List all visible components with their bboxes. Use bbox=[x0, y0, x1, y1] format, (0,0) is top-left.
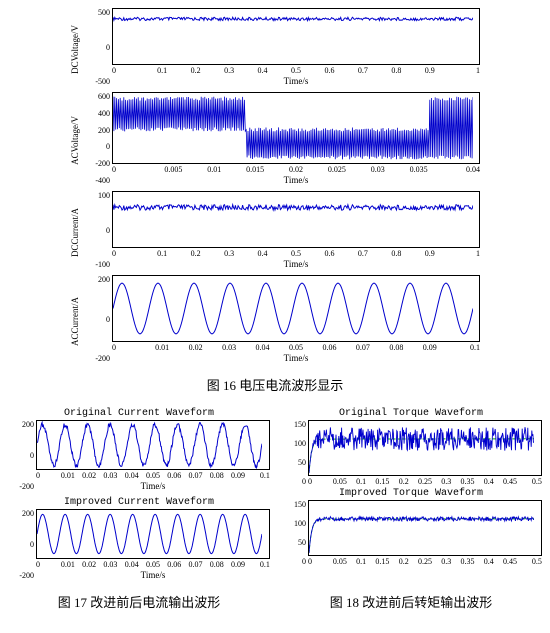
y-ticks: 2000-200 bbox=[8, 509, 34, 580]
figure-17-caption: 图 17 改进前后电流输出波形 bbox=[8, 592, 270, 611]
figure-18-caption: 图 18 改进前后转矩输出波形 bbox=[280, 592, 542, 611]
y-ticks: 2000-200 bbox=[84, 275, 110, 363]
chart-panel: Original Torque Waveform15010050000.050.… bbox=[280, 408, 542, 486]
x-axis-label: Time/s bbox=[112, 259, 480, 269]
y-ticks: 150100500 bbox=[280, 500, 306, 566]
chart-panel: Improved Torque Waveform15010050000.050.… bbox=[280, 488, 542, 566]
y-axis-label: DCCurrent/A bbox=[70, 208, 84, 257]
x-ticks: 00.0050.010.0150.020.0250.030.0350.04 bbox=[112, 165, 480, 174]
x-ticks: 00.010.020.030.040.050.060.070.080.090.1 bbox=[112, 343, 480, 352]
x-ticks: 00.050.10.150.20.250.30.350.40.450.5 bbox=[308, 557, 542, 566]
x-axis-label: Time/s bbox=[112, 353, 480, 363]
figure-16-caption: 图 16 电压电流波形显示 bbox=[8, 375, 542, 394]
figure-row-17-18: Original Current Waveform2000-20000.010.… bbox=[8, 408, 542, 586]
figure-18: Original Torque Waveform15010050000.050.… bbox=[280, 408, 542, 586]
chart-title: Improved Torque Waveform bbox=[280, 488, 542, 499]
y-axis-label: DCVoltage/V bbox=[70, 25, 84, 74]
chart-panel: DCCurrent/A1000-10000.10.20.30.40.50.60.… bbox=[70, 191, 480, 273]
y-ticks: 150100500 bbox=[280, 420, 306, 486]
chart-title: Original Torque Waveform bbox=[280, 408, 542, 419]
chart-panel: Original Current Waveform2000-20000.010.… bbox=[8, 408, 270, 495]
y-axis-label: ACCurrent/A bbox=[70, 297, 84, 346]
plot-area bbox=[112, 92, 480, 164]
x-ticks: 00.10.20.30.40.50.60.70.80.91 bbox=[112, 249, 480, 258]
y-ticks: 2000-200 bbox=[8, 420, 34, 491]
plot-area bbox=[112, 8, 480, 65]
y-ticks: 6004002000-200-400 bbox=[84, 92, 110, 185]
chart-panel: ACCurrent/A2000-20000.010.020.030.040.05… bbox=[70, 275, 480, 367]
x-ticks: 00.050.10.150.20.250.30.350.40.450.5 bbox=[308, 477, 542, 486]
y-ticks: 1000-100 bbox=[84, 191, 110, 269]
x-ticks: 00.10.20.30.40.50.60.70.80.91 bbox=[112, 66, 480, 75]
chart-title: Original Current Waveform bbox=[8, 408, 270, 419]
plot-area bbox=[308, 500, 542, 556]
caption-row: 图 17 改进前后电流输出波形 图 18 改进前后转矩输出波形 bbox=[8, 586, 542, 625]
figure-17: Original Current Waveform2000-20000.010.… bbox=[8, 408, 270, 586]
plot-area bbox=[36, 509, 270, 559]
plot-area bbox=[308, 420, 542, 476]
x-ticks: 00.010.020.030.040.050.060.070.080.090.1 bbox=[36, 471, 270, 480]
figure-16: DCVoltage/V5000-50000.10.20.30.40.50.60.… bbox=[70, 8, 480, 367]
chart-panel: Improved Current Waveform2000-20000.010.… bbox=[8, 497, 270, 584]
x-axis-label: Time/s bbox=[112, 76, 480, 86]
chart-title: Improved Current Waveform bbox=[8, 497, 270, 508]
plot-area bbox=[112, 191, 480, 248]
y-axis-label: ACVoltage/V bbox=[70, 116, 84, 165]
x-axis-label: Time/s bbox=[36, 570, 270, 580]
chart-panel: ACVoltage/V6004002000-200-40000.0050.010… bbox=[70, 92, 480, 189]
y-ticks: 5000-500 bbox=[84, 8, 110, 86]
x-ticks: 00.010.020.030.040.050.060.070.080.090.1 bbox=[36, 560, 270, 569]
plot-area bbox=[112, 275, 480, 342]
plot-area bbox=[36, 420, 270, 470]
chart-panel: DCVoltage/V5000-50000.10.20.30.40.50.60.… bbox=[70, 8, 480, 90]
x-axis-label: Time/s bbox=[36, 481, 270, 491]
x-axis-label: Time/s bbox=[112, 175, 480, 185]
